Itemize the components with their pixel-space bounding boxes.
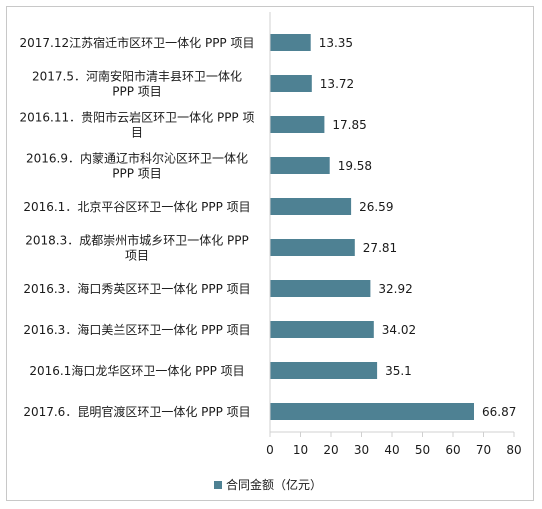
value-label-2: 13.72 bbox=[320, 77, 354, 91]
bar-9 bbox=[270, 362, 378, 379]
category-label-5: 2016.1．北京平谷区环卫一体化 PPP 项目 bbox=[23, 200, 250, 214]
x-tick-label-80: 80 bbox=[506, 443, 521, 457]
x-tick-label-20: 20 bbox=[323, 443, 338, 457]
value-label-10: 66.87 bbox=[482, 405, 516, 419]
value-label-9: 35.1 bbox=[385, 364, 412, 378]
x-tick-label-60: 60 bbox=[445, 443, 460, 457]
bar-4 bbox=[270, 157, 330, 174]
bars bbox=[270, 34, 474, 420]
value-label-5: 26.59 bbox=[359, 200, 393, 214]
x-tick-label-10: 10 bbox=[293, 443, 308, 457]
bar-6 bbox=[270, 239, 355, 256]
x-tick-label-40: 40 bbox=[384, 443, 399, 457]
bar-10 bbox=[270, 403, 474, 420]
bar-7 bbox=[270, 280, 371, 297]
category-label-10: 2017.6．昆明官渡区环卫一体化 PPP 项目 bbox=[23, 404, 250, 419]
bar-3 bbox=[270, 116, 325, 133]
value-label-3: 17.85 bbox=[332, 118, 366, 132]
value-label-6: 27.81 bbox=[363, 241, 397, 255]
bar-1 bbox=[270, 34, 311, 51]
x-tick-label-0: 0 bbox=[266, 443, 274, 457]
category-label-2: 2017.5．河南安阳市清丰县环卫一体化 PPP 项目 bbox=[32, 69, 242, 99]
legend-label: 合同金额（亿元） bbox=[226, 477, 322, 492]
bar-2 bbox=[270, 75, 312, 92]
category-labels: 2017.12江苏宿迁市区环卫一体化 PPP 项目 2017.5．河南安阳市清丰县… bbox=[20, 35, 255, 419]
category-label-7: 2016.3．海口秀英区环卫一体化 PPP 项目 bbox=[23, 281, 250, 296]
value-labels: 13.35 13.72 17.85 19.58 26.59 27.81 32.92 34.02… bbox=[319, 36, 517, 419]
x-tick-label-30: 30 bbox=[354, 443, 369, 457]
category-label-6: 2018.3．成都崇州市城乡环卫一体化 PPP 项目 bbox=[25, 233, 249, 263]
x-tick-label-50: 50 bbox=[415, 443, 430, 457]
category-label-1: 2017.12江苏宿迁市区环卫一体化 PPP 项目 bbox=[20, 35, 255, 50]
bar-8 bbox=[270, 321, 374, 338]
bar-5 bbox=[270, 198, 352, 215]
x-tick-label-70: 70 bbox=[476, 443, 491, 457]
category-label-8: 2016.3．海口美兰区环卫一体化 PPP 项目 bbox=[23, 322, 250, 337]
legend-swatch bbox=[214, 481, 222, 489]
value-label-1: 13.35 bbox=[319, 36, 353, 50]
category-label-4: 2016.9．内蒙通辽市科尔沁区环卫一体化 PPP 项目 bbox=[26, 151, 248, 181]
category-label-9: 2016.1海口龙华区环卫一体化 PPP 项目 bbox=[29, 363, 244, 378]
x-axis: 0 10 20 30 40 50 60 70 80 bbox=[266, 12, 522, 457]
value-label-8: 34.02 bbox=[382, 323, 416, 337]
value-label-4: 19.58 bbox=[338, 159, 372, 173]
category-label-3: 2016.11．贵阳市云岩区环卫一体化 PPP 项目 bbox=[20, 110, 255, 140]
value-label-7: 32.92 bbox=[378, 282, 412, 296]
legend: 合同金额（亿元） bbox=[214, 477, 322, 492]
